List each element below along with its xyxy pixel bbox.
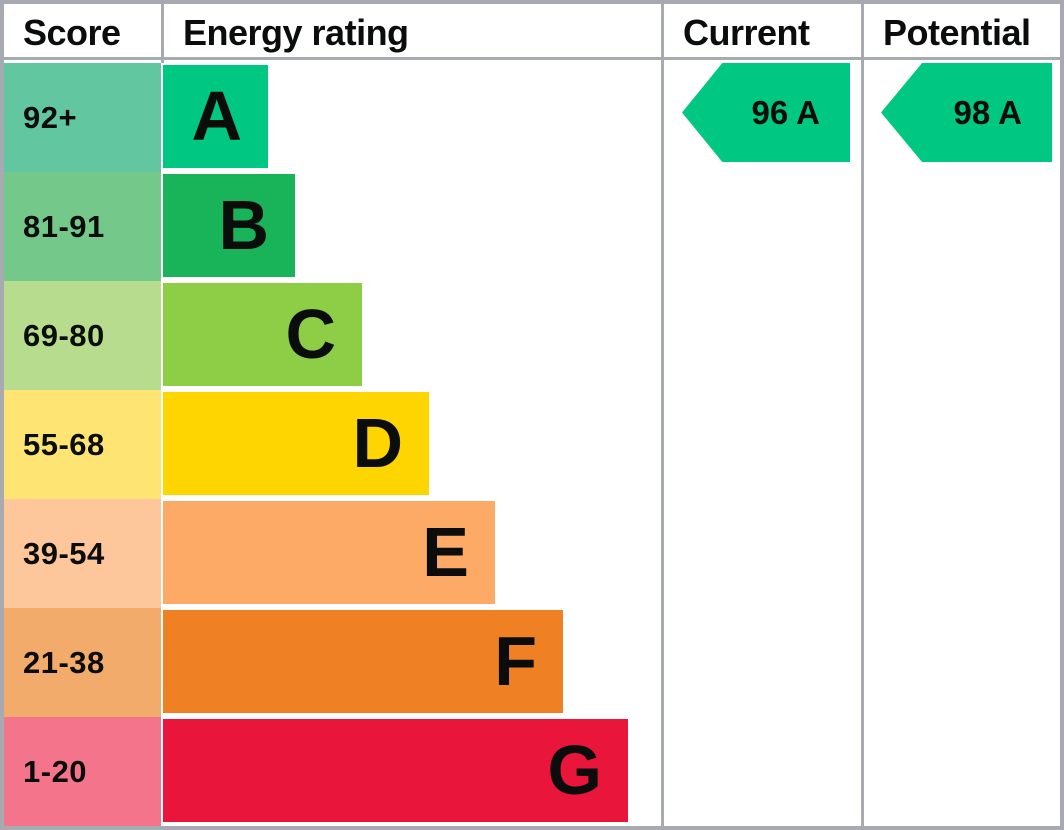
score-range-g: 1-20 (4, 717, 161, 826)
epc-header: Score Energy rating Current Potential (4, 4, 1060, 60)
rating-bar-g: G (163, 719, 628, 822)
divider-potential-column (861, 4, 864, 826)
current-rating-arrow: 96 A (682, 63, 850, 162)
potential-rating-label: 98 A (953, 94, 1022, 131)
score-range-f: 21-38 (4, 608, 161, 717)
score-range-e: 39-54 (4, 499, 161, 608)
epc-body: 96 A 98 A 92+ A 81-91 B 69-80 C 55-68 D 39-54 E 21… (4, 63, 1060, 826)
current-rating-label: 96 A (751, 94, 820, 131)
rating-bar-a: A (163, 65, 268, 168)
rating-bar-d: D (163, 392, 429, 495)
score-range-b: 81-91 (4, 172, 161, 281)
rating-bar-c: C (163, 283, 362, 386)
divider-score-column (161, 4, 164, 63)
rating-bar-b: B (163, 174, 295, 277)
divider-current-column (661, 4, 664, 826)
rating-bar-e: E (163, 501, 495, 604)
header-energy-rating: Energy rating (183, 12, 409, 53)
header-score: Score (23, 12, 121, 53)
potential-rating-arrow: 98 A (881, 63, 1052, 162)
score-range-c: 69-80 (4, 281, 161, 390)
score-range-d: 55-68 (4, 390, 161, 499)
header-potential: Potential (883, 12, 1031, 53)
header-current: Current (683, 12, 810, 53)
rating-bar-f: F (163, 610, 563, 713)
score-range-a: 92+ (4, 63, 161, 172)
